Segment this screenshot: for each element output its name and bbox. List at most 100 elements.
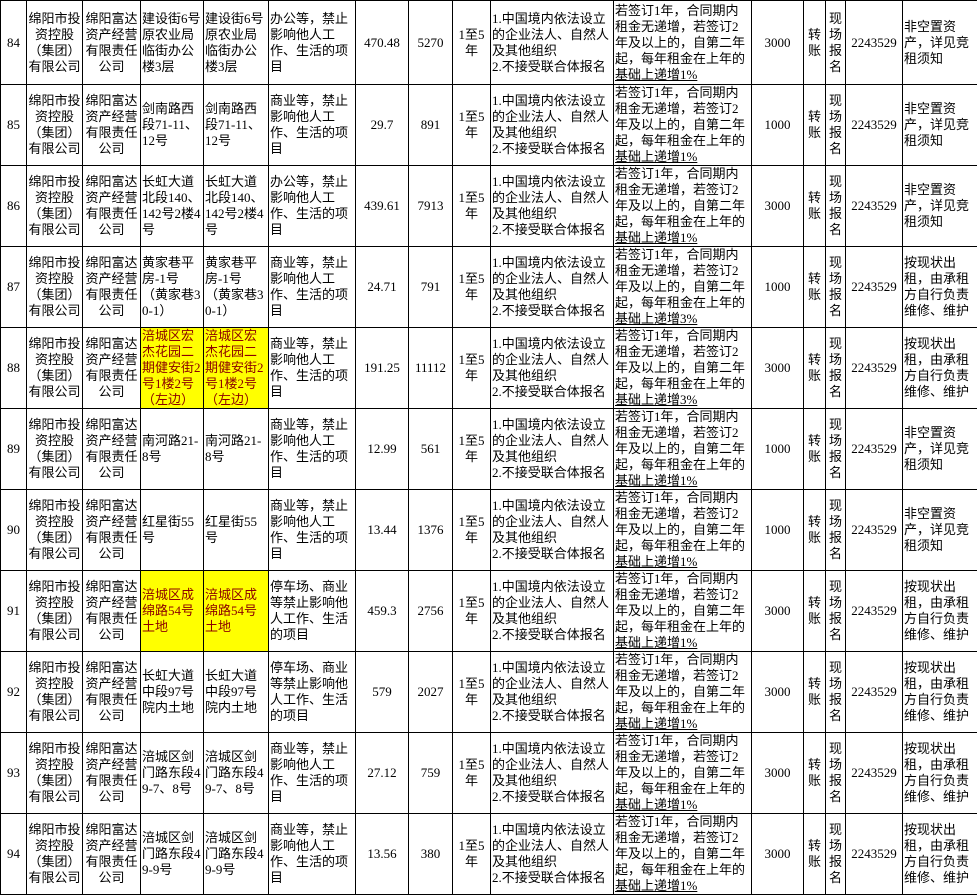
- rent-escalation-cell: 若签订1年，合同期内租金无递增，若签订2年及以上的，自第二年起，每年租金在上年的…: [614, 247, 752, 328]
- area-sqm-cell: 579: [356, 652, 409, 733]
- registration-method-cell: 现场报名: [826, 1, 846, 85]
- owner-company-cell: 绵阳市投资控股（集团）有限公司: [27, 1, 83, 85]
- rent-escalation-cell: 若签订1年，合同期内租金无递增，若签订2年及以上的，自第二年起，每年租金在上年的…: [614, 166, 752, 247]
- asset-location-cell: 涪城区剑门路东段49-7、8号: [204, 733, 269, 814]
- owner-company-cell: 绵阳市投资控股（集团）有限公司: [27, 409, 83, 490]
- asset-location-cell: 长虹大道中段97号院内土地: [204, 652, 269, 733]
- registration-method-cell: 现场报名: [826, 166, 846, 247]
- lease-term-cell: 1至5年: [453, 571, 491, 652]
- bidder-qualification-cell: 1.中国境内依法设立的企业法人、自然人及其他组织 2.不接受联合体报名: [491, 652, 614, 733]
- owner-company-cell: 绵阳市投资控股（集团）有限公司: [27, 652, 83, 733]
- escalation-text: 若签订1年，合同期内租金无递增，若签订2年及以上的，自第二年起，每年租金在上年的: [615, 652, 745, 715]
- row-number-cell: 88: [1, 328, 27, 409]
- owner-company-cell: 绵阳市投资控股（集团）有限公司: [27, 328, 83, 409]
- monthly-rent-cell: 2027: [409, 652, 453, 733]
- bidder-qualification-cell: 1.中国境内依法设立的企业法人、自然人及其他组织 2.不接受联合体报名: [491, 1, 614, 85]
- operator-company-cell: 绵阳富达资产经营有限责任公司: [83, 571, 141, 652]
- monthly-rent-cell: 380: [409, 814, 453, 895]
- escalation-rate-underlined: 基础上递增3%: [615, 311, 697, 326]
- notes-cell: 按现状出租，由承租方自行负责维修、维护: [903, 247, 977, 328]
- escalation-rate-underlined: 基础上递增1%: [615, 554, 697, 569]
- payment-method-cell: 转账: [804, 1, 826, 85]
- usage-restriction-cell: 商业等，禁止影响他人工作、生活的项目: [269, 85, 356, 166]
- lease-term-cell: 1至5年: [453, 652, 491, 733]
- asset-location-cell: 南河路21-8号: [204, 409, 269, 490]
- registration-method-cell: 现场报名: [826, 814, 846, 895]
- notes-cell: 按现状出租，由承租方自行负责维修、维护: [903, 814, 977, 895]
- bidder-qualification-cell: 1.中国境内依法设立的企业法人、自然人及其他组织 2.不接受联合体报名: [491, 409, 614, 490]
- notes-cell: 按现状出租，由承租方自行负责维修、维护: [903, 571, 977, 652]
- lease-term-cell: 1至5年: [453, 409, 491, 490]
- escalation-rate-underlined: 基础上递增1%: [615, 635, 697, 650]
- rent-escalation-cell: 若签订1年，合同期内租金无递增，若签订2年及以上的，自第二年起，每年租金在上年的…: [614, 328, 752, 409]
- lease-term-cell: 1至5年: [453, 1, 491, 85]
- deposit-cell: 3000: [752, 814, 804, 895]
- escalation-rate-underlined: 基础上递增1%: [615, 230, 697, 245]
- deposit-cell: 3000: [752, 652, 804, 733]
- usage-restriction-cell: 商业等，禁止影响他人工作、生活的项目: [269, 409, 356, 490]
- payment-method-cell: 转账: [804, 571, 826, 652]
- area-sqm-cell: 13.44: [356, 490, 409, 571]
- bidder-qualification-cell: 1.中国境内依法设立的企业法人、自然人及其他组织 2.不接受联合体报名: [491, 733, 614, 814]
- monthly-rent-cell: 5270: [409, 1, 453, 85]
- escalation-text: 若签订1年，合同期内租金无递增，若签订2年及以上的，自第二年起，每年租金在上年的: [615, 409, 745, 472]
- usage-restriction-cell: 商业等，禁止影响他人工作、生活的项目: [269, 328, 356, 409]
- registration-method-cell: 现场报名: [826, 247, 846, 328]
- escalation-text: 若签订1年，合同期内租金无递增，若签订2年及以上的，自第二年起，每年租金在上年的: [615, 328, 745, 391]
- area-sqm-cell: 29.7: [356, 85, 409, 166]
- asset-name-cell: 涪城区剑门路东段49-7、8号: [141, 733, 204, 814]
- owner-company-cell: 绵阳市投资控股（集团）有限公司: [27, 571, 83, 652]
- monthly-rent-cell: 891: [409, 85, 453, 166]
- payment-method-cell: 转账: [804, 166, 826, 247]
- escalation-text: 若签订1年，合同期内租金无递增，若签订2年及以上的，自第二年起，每年租金在上年的: [615, 247, 745, 310]
- usage-restriction-cell: 停车场、商业等禁止影响他人工作、生活的项目: [269, 571, 356, 652]
- rent-escalation-cell: 若签订1年，合同期内租金无递增，若签订2年及以上的，自第二年起，每年租金在上年的…: [614, 733, 752, 814]
- operator-company-cell: 绵阳富达资产经营有限责任公司: [83, 328, 141, 409]
- asset-location-cell: 红星街55号: [204, 490, 269, 571]
- lease-term-cell: 1至5年: [453, 814, 491, 895]
- row-number-cell: 86: [1, 166, 27, 247]
- owner-company-cell: 绵阳市投资控股（集团）有限公司: [27, 247, 83, 328]
- payment-method-cell: 转账: [804, 85, 826, 166]
- usage-restriction-cell: 商业等，禁止影响他人工作、生活的项目: [269, 490, 356, 571]
- usage-restriction-cell: 商业等，禁止影响他人工作、生活的项目: [269, 814, 356, 895]
- monthly-rent-cell: 759: [409, 733, 453, 814]
- contact-phone-cell: 2243529: [846, 247, 903, 328]
- asset-name-cell: 建设街6号原农业局临街办公楼3层: [141, 1, 204, 85]
- escalation-text: 若签订1年，合同期内租金无递增，若签订2年及以上的，自第二年起，每年租金在上年的: [615, 814, 745, 877]
- deposit-cell: 1000: [752, 85, 804, 166]
- contact-phone-cell: 2243529: [846, 652, 903, 733]
- asset-location-cell: 长虹大道北段140、142号2楼4号: [204, 166, 269, 247]
- notes-cell: 非空置资产，详见竞租须知: [903, 85, 977, 166]
- row-number-cell: 92: [1, 652, 27, 733]
- payment-method-cell: 转账: [804, 814, 826, 895]
- lease-term-cell: 1至5年: [453, 490, 491, 571]
- row-number-cell: 91: [1, 571, 27, 652]
- row-number-cell: 93: [1, 733, 27, 814]
- escalation-text: 若签订1年，合同期内租金无递增，若签订2年及以上的，自第二年起，每年租金在上年的: [615, 733, 745, 796]
- payment-method-cell: 转账: [804, 409, 826, 490]
- row-number-cell: 94: [1, 814, 27, 895]
- asset-name-cell: 长虹大道北段140、142号2楼4号: [141, 166, 204, 247]
- escalation-rate-underlined: 基础上递增1%: [615, 473, 697, 488]
- escalation-rate-underlined: 基础上递增1%: [615, 149, 697, 164]
- operator-company-cell: 绵阳富达资产经营有限责任公司: [83, 1, 141, 85]
- payment-method-cell: 转账: [804, 247, 826, 328]
- notes-cell: 非空置资产，详见竞租须知: [903, 166, 977, 247]
- monthly-rent-cell: 561: [409, 409, 453, 490]
- bidder-qualification-cell: 1.中国境内依法设立的企业法人、自然人及其他组织 2.不接受联合体报名: [491, 166, 614, 247]
- deposit-cell: 3000: [752, 166, 804, 247]
- operator-company-cell: 绵阳富达资产经营有限责任公司: [83, 652, 141, 733]
- rent-escalation-cell: 若签订1年，合同期内租金无递增，若签订2年及以上的，自第二年起，每年租金在上年的…: [614, 85, 752, 166]
- contact-phone-cell: 2243529: [846, 490, 903, 571]
- escalation-rate-underlined: 基础上递增1%: [615, 878, 697, 893]
- lease-term-cell: 1至5年: [453, 328, 491, 409]
- row-number-cell: 90: [1, 490, 27, 571]
- rent-escalation-cell: 若签订1年，合同期内租金无递增，若签订2年及以上的，自第二年起，每年租金在上年的…: [614, 409, 752, 490]
